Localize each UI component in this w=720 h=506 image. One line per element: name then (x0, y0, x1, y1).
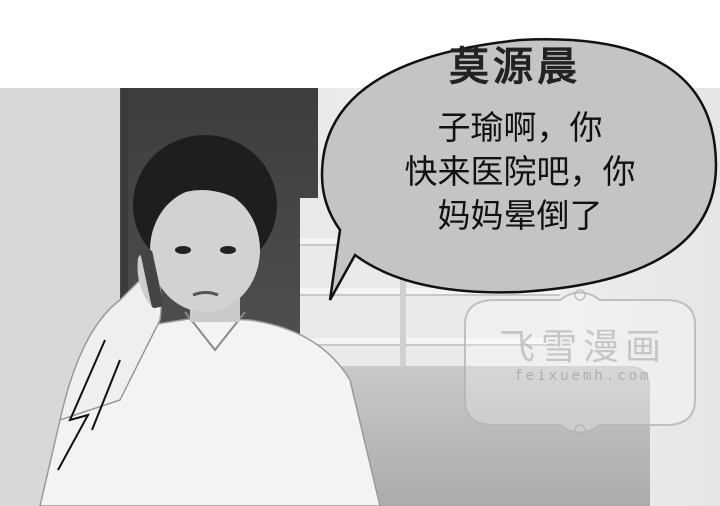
motion-line (91, 359, 121, 431)
raised-arm (58, 268, 162, 422)
speech-line: 子瑜啊，你 (437, 108, 603, 147)
speech-bubble (320, 38, 718, 301)
speech-line: 妈妈晕倒了 (437, 196, 603, 235)
face (150, 188, 260, 312)
shelf-board (300, 288, 560, 296)
right-eye (220, 246, 236, 254)
speech-bubble-text: 子瑜啊，你 快来医院吧，你 妈妈晕倒了 (360, 106, 680, 238)
shirt-collar (184, 311, 246, 352)
watermark-frame (464, 289, 696, 436)
shelf-divider (400, 198, 406, 458)
watermark-ornament (574, 289, 586, 301)
watermark-ornament (574, 424, 586, 436)
mouth (192, 291, 219, 297)
shelf-board (300, 338, 560, 346)
bangs (145, 175, 262, 215)
motion-line (57, 339, 106, 471)
speaker-name: 莫源晨 (449, 44, 581, 90)
watermark-title: 飞雪漫画 (498, 327, 667, 368)
left-eye (175, 246, 191, 254)
speech-line: 快来医院吧，你 (404, 152, 636, 191)
watermark-border (464, 291, 696, 434)
phone (140, 249, 164, 309)
watermark-url: feixuemh.com (514, 368, 652, 384)
